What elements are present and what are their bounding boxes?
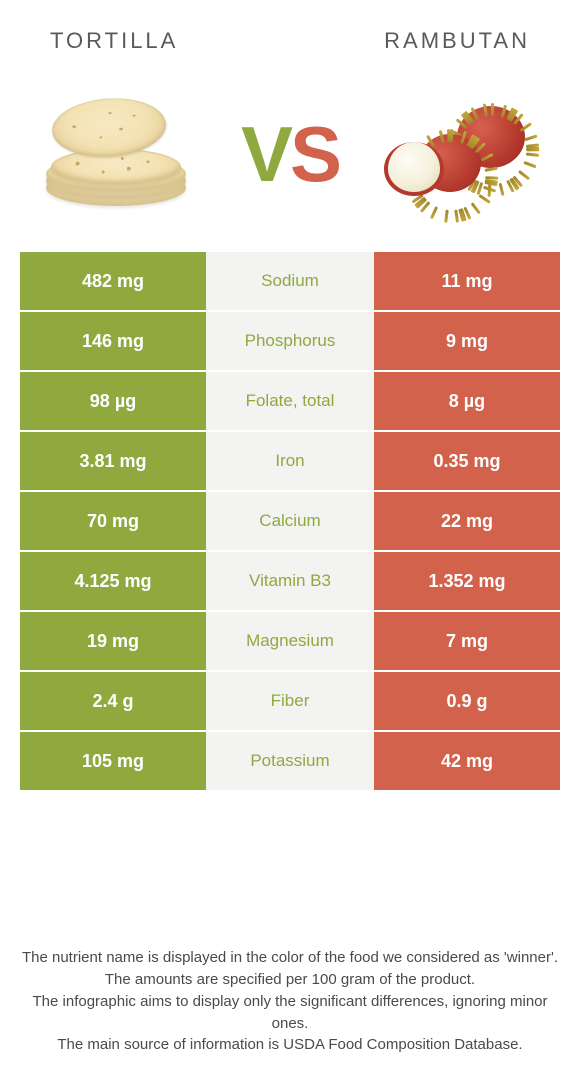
- comparison-table: 482 mgSodium11 mg146 mgPhosphorus9 mg98 …: [20, 252, 560, 792]
- vs-s: S: [290, 109, 339, 200]
- table-row: 98 µgFolate, total8 µg: [20, 372, 560, 432]
- footnotes: The nutrient name is displayed in the co…: [0, 947, 580, 1056]
- rambutan-graphic: [379, 84, 544, 224]
- vs-v: V: [241, 109, 290, 200]
- left-value-cell: 3.81 mg: [20, 432, 206, 490]
- right-value-cell: 42 mg: [374, 732, 560, 790]
- hero-row: VS: [0, 54, 580, 252]
- left-value-cell: 146 mg: [20, 312, 206, 370]
- title-row: Tortilla Rambutan: [0, 0, 580, 54]
- table-row: 70 mgCalcium22 mg: [20, 492, 560, 552]
- nutrient-label-cell: Sodium: [206, 252, 374, 310]
- right-value-cell: 0.35 mg: [374, 432, 560, 490]
- table-row: 3.81 mgIron0.35 mg: [20, 432, 560, 492]
- left-value-cell: 4.125 mg: [20, 552, 206, 610]
- right-value-cell: 11 mg: [374, 252, 560, 310]
- left-value-cell: 105 mg: [20, 732, 206, 790]
- nutrient-label-cell: Phosphorus: [206, 312, 374, 370]
- table-row: 105 mgPotassium42 mg: [20, 732, 560, 792]
- table-row: 482 mgSodium11 mg: [20, 252, 560, 312]
- footnote-line: The nutrient name is displayed in the co…: [14, 947, 566, 969]
- nutrient-label-cell: Iron: [206, 432, 374, 490]
- right-value-cell: 9 mg: [374, 312, 560, 370]
- nutrient-label-cell: Fiber: [206, 672, 374, 730]
- table-row: 4.125 mgVitamin B31.352 mg: [20, 552, 560, 612]
- table-row: 146 mgPhosphorus9 mg: [20, 312, 560, 372]
- left-value-cell: 482 mg: [20, 252, 206, 310]
- right-value-cell: 22 mg: [374, 492, 560, 550]
- footnote-line: The infographic aims to display only the…: [14, 991, 566, 1035]
- vs-label: VS: [241, 109, 339, 200]
- left-value-cell: 98 µg: [20, 372, 206, 430]
- right-value-cell: 1.352 mg: [374, 552, 560, 610]
- footnote-line: The amounts are specified per 100 gram o…: [14, 969, 566, 991]
- right-value-cell: 0.9 g: [374, 672, 560, 730]
- nutrient-label-cell: Magnesium: [206, 612, 374, 670]
- nutrient-label-cell: Folate, total: [206, 372, 374, 430]
- footnote-line: The main source of information is USDA F…: [14, 1034, 566, 1056]
- right-food-title: Rambutan: [384, 28, 530, 54]
- left-food-title: Tortilla: [50, 28, 178, 54]
- left-value-cell: 19 mg: [20, 612, 206, 670]
- table-row: 2.4 gFiber0.9 g: [20, 672, 560, 732]
- nutrient-label-cell: Potassium: [206, 732, 374, 790]
- right-value-cell: 8 µg: [374, 372, 560, 430]
- right-value-cell: 7 mg: [374, 612, 560, 670]
- tortilla-graphic: [36, 84, 201, 224]
- nutrient-label-cell: Calcium: [206, 492, 374, 550]
- left-value-cell: 70 mg: [20, 492, 206, 550]
- left-value-cell: 2.4 g: [20, 672, 206, 730]
- table-row: 19 mgMagnesium7 mg: [20, 612, 560, 672]
- nutrient-label-cell: Vitamin B3: [206, 552, 374, 610]
